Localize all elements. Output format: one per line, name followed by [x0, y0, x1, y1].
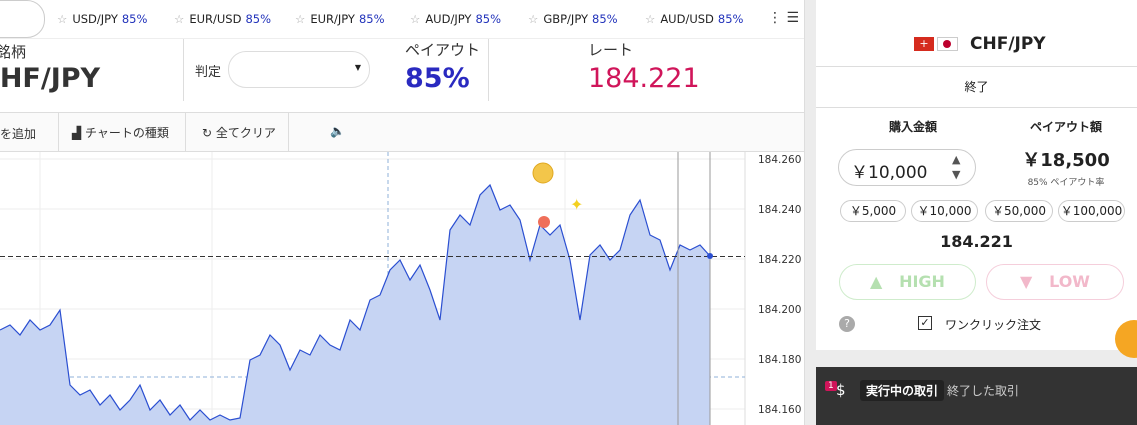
- pair: CHF/JPY: [970, 34, 1046, 54]
- payout-amount-label: ペイアウト額: [1029, 120, 1102, 134]
- payout: 85%: [405, 63, 470, 94]
- sound-button[interactable]: 🔈: [330, 124, 345, 138]
- y-tick-label: 184.220: [758, 254, 801, 266]
- panel-rate: 184.221: [940, 232, 1013, 251]
- ticker-payout: 85%: [717, 12, 744, 26]
- status: 終了: [964, 80, 989, 94]
- order-card: + CHF/JPY 終了 購入金額 ペイアウト額 ￥10,000 ▲ ▼ ￥18,…: [816, 0, 1137, 350]
- search-box[interactable]: [0, 0, 45, 38]
- help-icon[interactable]: ?: [839, 316, 855, 332]
- purchase-label: 購入金額: [888, 120, 937, 134]
- divider: [488, 39, 489, 101]
- symbol: CHF/JPY: [0, 63, 101, 94]
- star-icon: ☆: [295, 12, 306, 26]
- preset-button[interactable]: ￥50,000: [985, 200, 1053, 222]
- order-panel: + CHF/JPY 終了 購入金額 ペイアウト額 ￥10,000 ▲ ▼ ￥18,…: [805, 0, 1137, 425]
- price-area: [0, 185, 710, 425]
- ticker[interactable]: ☆ EUR/USD 85%: [174, 12, 271, 26]
- ticker-payout: 85%: [358, 12, 385, 26]
- ticker-pair: EUR/JPY: [310, 12, 355, 26]
- rate: 184.221: [588, 63, 700, 94]
- price-chart: 184.160 184.180 184.200 184.220 184.240 184.2…: [0, 152, 801, 425]
- menu-icon[interactable]: ⋮ ☰: [768, 10, 800, 26]
- ticker[interactable]: ☆ USD/JPY 85%: [57, 12, 147, 26]
- judgment-label: 判定: [195, 65, 222, 80]
- clear-all[interactable]: ↻ 全てクリア: [202, 126, 276, 140]
- current-point: [707, 253, 713, 259]
- flag-ch: +: [914, 37, 934, 51]
- divider: [183, 39, 184, 101]
- entry-marker: [538, 216, 550, 228]
- y-tick-label: 184.180: [758, 354, 801, 366]
- symbol-label: 銘柄: [0, 43, 27, 61]
- trades-bar: 1 $ 実行中の取引 終了した取引: [816, 367, 1137, 425]
- high-label: HIGH: [899, 272, 945, 291]
- closed-trades-tab[interactable]: 終了した取引: [947, 384, 1020, 398]
- chart-type[interactable]: ▟ チャートの種類: [72, 126, 169, 140]
- preset-button[interactable]: ￥5,000: [840, 200, 906, 222]
- ticker-payout: 85%: [592, 12, 618, 26]
- chart-type-label: チャートの種類: [85, 126, 169, 140]
- star-icon: ☆: [645, 12, 656, 26]
- ticker-pair: GBP/JPY: [543, 12, 589, 26]
- star-icon: ☆: [410, 12, 421, 26]
- sparkle: ✦: [570, 195, 583, 214]
- ticker-pair: AUD/USD: [660, 12, 714, 26]
- high-button[interactable]: ▲ HIGH: [839, 264, 976, 300]
- active-trades-tab[interactable]: 実行中の取引: [860, 380, 945, 401]
- payout-label: ペイアウト: [405, 41, 481, 59]
- ticker-pair: EUR/USD: [189, 12, 242, 26]
- header: 銘柄 CHF/JPY 判定 ▼ ペイアウト 85% レート 184.221: [0, 38, 804, 112]
- judgment-select[interactable]: ▼: [228, 51, 370, 88]
- amount-input[interactable]: ￥10,000 ▲ ▼: [838, 149, 976, 186]
- add-indicator[interactable]: を追加: [0, 127, 37, 141]
- toolbar: を追加 ▟ チャートの種類 ↻ 全てクリア 🔈: [0, 112, 804, 152]
- y-tick-label: 184.200: [758, 304, 801, 316]
- low-label: LOW: [1049, 272, 1090, 291]
- preset-button[interactable]: ￥100,000: [1058, 200, 1125, 222]
- ticker[interactable]: ☆ GBP/JPY 85%: [528, 12, 618, 26]
- ticker-pair: USD/JPY: [72, 12, 118, 26]
- ticker[interactable]: ☆ AUD/USD 85%: [645, 12, 743, 26]
- spinner[interactable]: ▲ ▼: [952, 153, 961, 181]
- clear-all-label: 全てクリア: [215, 126, 276, 140]
- ticker-payout: 85%: [245, 12, 271, 26]
- ticker[interactable]: ☆ EUR/JPY 85%: [295, 12, 385, 26]
- payout-amount: ￥18,500: [1022, 150, 1110, 171]
- low-button[interactable]: ▼ LOW: [986, 264, 1124, 300]
- y-tick-label: 184.240: [758, 204, 801, 216]
- amount: ￥10,000: [851, 163, 928, 183]
- star-icon: ☆: [57, 12, 68, 26]
- ticker[interactable]: ☆ AUD/JPY 85%: [410, 12, 501, 26]
- star-icon: ☆: [528, 12, 539, 26]
- preset-button[interactable]: ￥10,000: [911, 200, 978, 222]
- ticker-payout: 85%: [121, 12, 148, 26]
- one-click-label: ワンクリック注文: [945, 318, 1042, 332]
- y-tick-label: 184.260: [758, 154, 801, 166]
- main-area: ☆ USD/JPY 85% ☆ EUR/USD 85% ☆ EUR/JPY 85% ☆ AUD/JP…: [0, 0, 805, 425]
- gift-button[interactable]: [1115, 320, 1137, 358]
- rate-label: レート: [588, 41, 634, 59]
- one-click-checkbox[interactable]: ✓: [918, 316, 932, 330]
- payout-rate: 85% ペイアウト率: [1027, 178, 1105, 188]
- ticker-pair: AUD/JPY: [425, 12, 472, 26]
- coin-icon: [532, 162, 554, 184]
- y-tick-label: 184.160: [758, 404, 801, 416]
- flag-jp: [937, 37, 958, 51]
- trade-badge: 1: [825, 381, 837, 391]
- ticker-payout: 85%: [475, 12, 501, 26]
- price-line: [0, 183, 711, 421]
- star-icon: ☆: [174, 12, 185, 26]
